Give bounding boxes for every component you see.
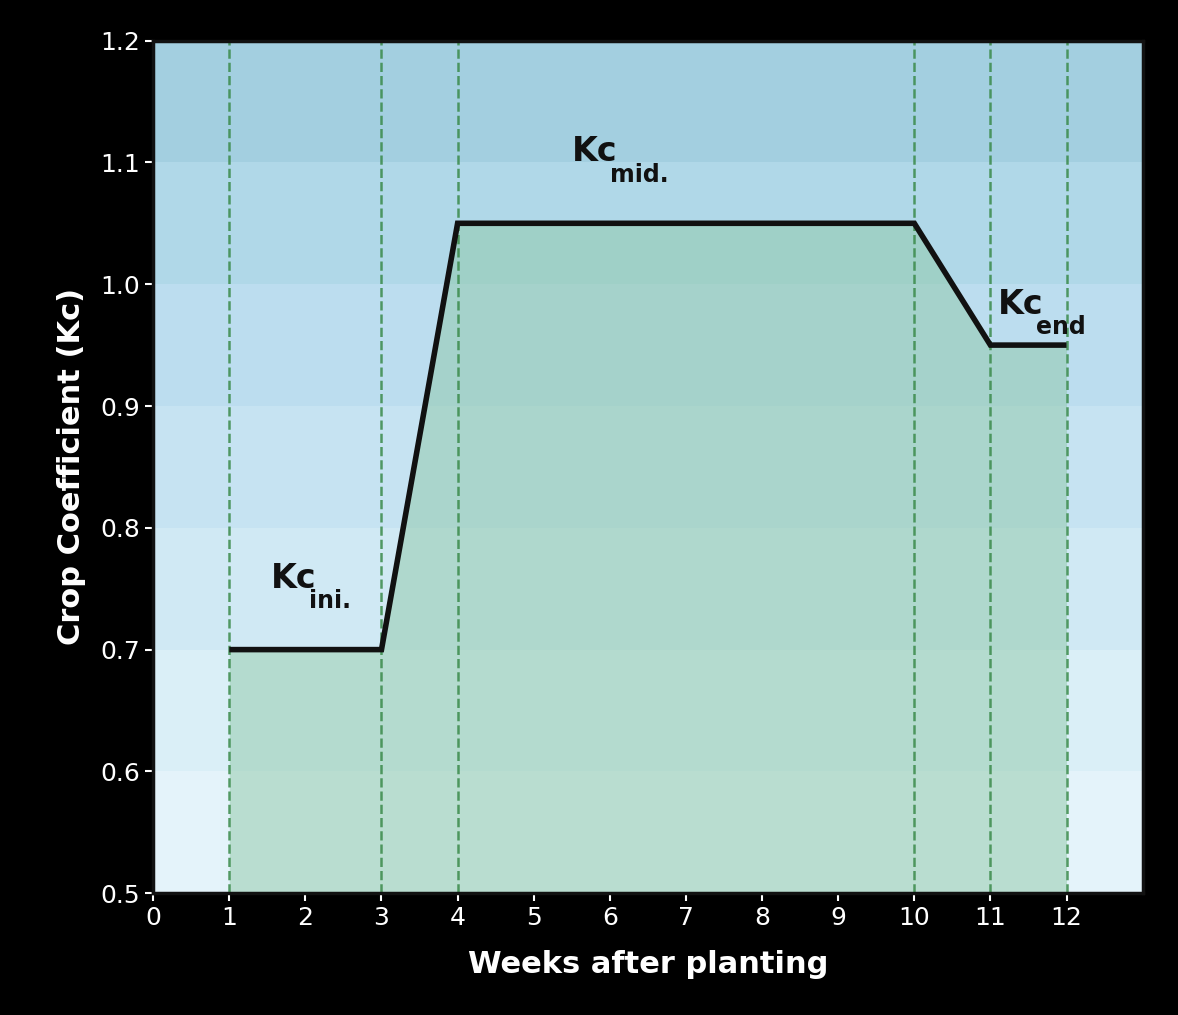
X-axis label: Weeks after planting: Weeks after planting bbox=[468, 950, 828, 978]
Text: mid.: mid. bbox=[610, 162, 668, 187]
Text: Kc: Kc bbox=[571, 135, 617, 168]
Y-axis label: Crop Coefficient (Kc): Crop Coefficient (Kc) bbox=[58, 288, 86, 646]
Bar bbox=[153, 528, 1143, 650]
Bar bbox=[153, 162, 1143, 284]
Bar bbox=[153, 771, 1143, 893]
Text: Kc: Kc bbox=[271, 561, 317, 595]
Bar bbox=[153, 284, 1143, 406]
Text: end: end bbox=[1037, 315, 1086, 339]
Bar bbox=[153, 650, 1143, 771]
Bar bbox=[153, 41, 1143, 162]
Text: ini.: ini. bbox=[309, 589, 351, 613]
Bar bbox=[153, 406, 1143, 528]
Text: Kc: Kc bbox=[998, 287, 1044, 321]
